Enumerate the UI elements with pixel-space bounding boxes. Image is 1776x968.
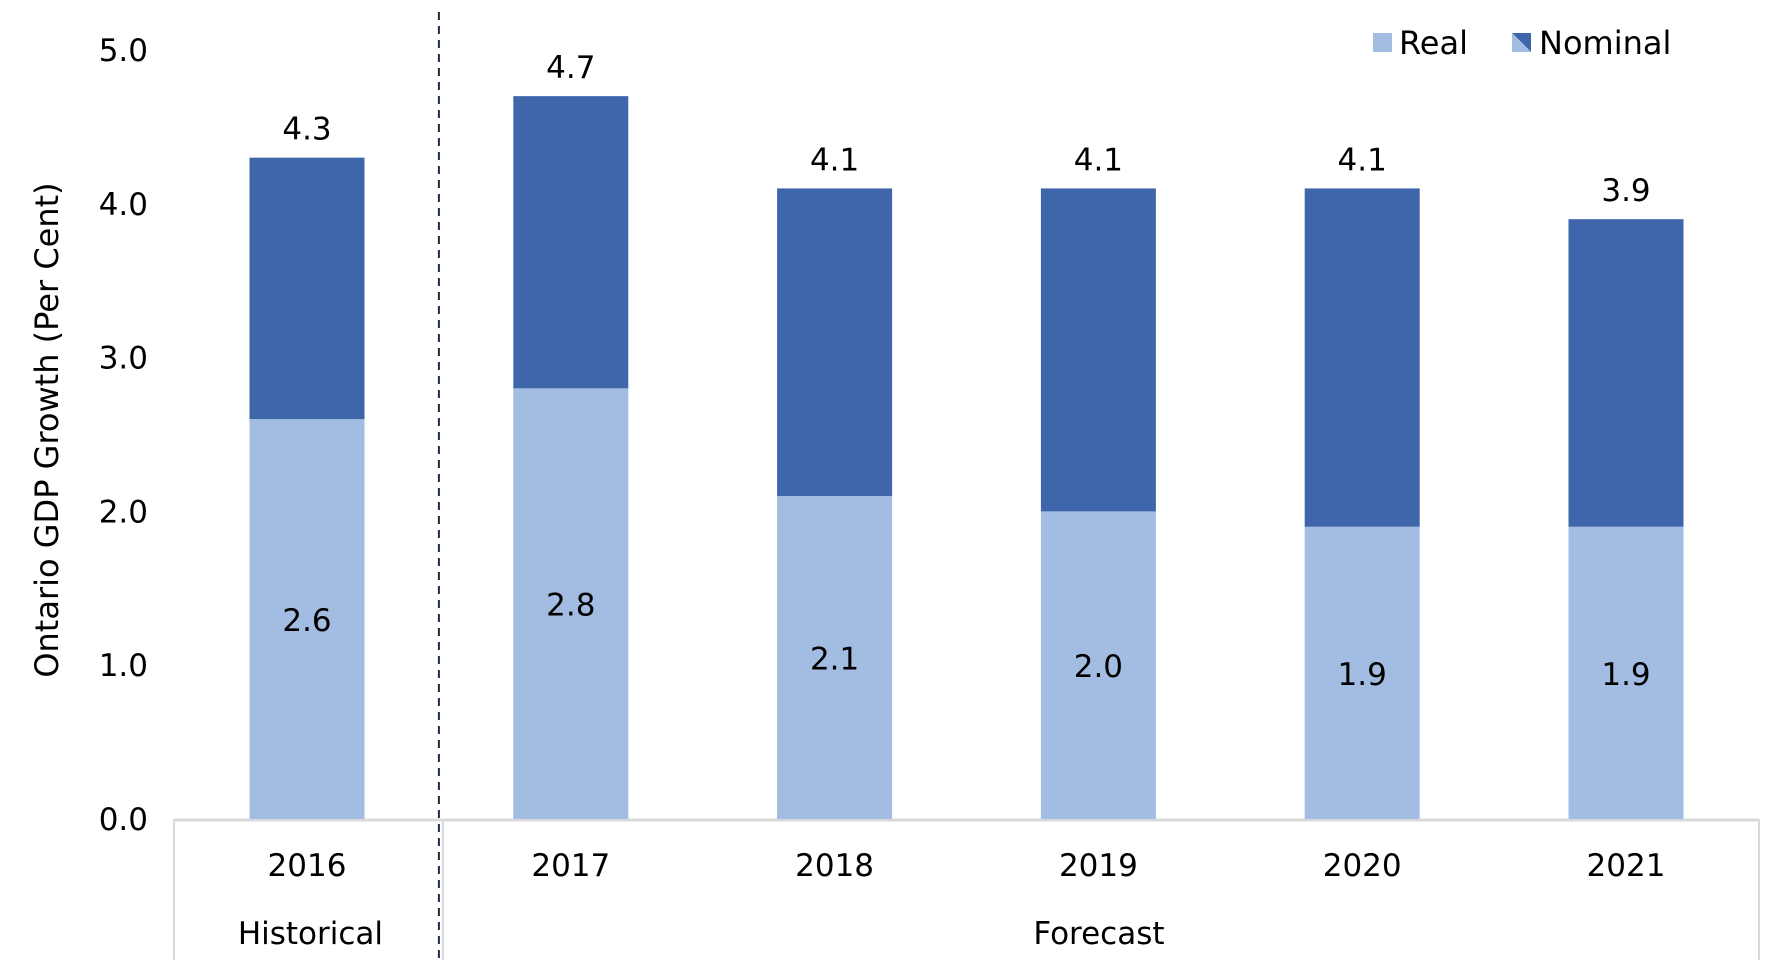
bar-real-2017 <box>513 388 629 819</box>
bar-nominal-2018 <box>777 188 893 497</box>
bar-nominal-2016 <box>249 157 365 420</box>
y-tick-label: 4.0 <box>99 187 148 223</box>
x-tick-label: 2018 <box>795 848 874 884</box>
data-label-nominal: 3.9 <box>1601 173 1650 209</box>
data-label-nominal: 4.3 <box>282 112 331 148</box>
data-label-real: 2.1 <box>810 642 859 678</box>
x-tick-label: 2021 <box>1587 848 1666 884</box>
x-tick-label: 2016 <box>268 848 347 884</box>
data-label-real: 1.9 <box>1601 657 1650 693</box>
data-label-real: 2.6 <box>282 603 331 639</box>
group-label-forecast: Forecast <box>1033 916 1164 952</box>
data-label-nominal: 4.7 <box>546 50 595 86</box>
data-label-nominal: 4.1 <box>1338 142 1387 178</box>
y-tick-label: 5.0 <box>99 33 148 69</box>
bar-real-2016 <box>249 419 365 819</box>
x-tick-label: 2017 <box>531 848 610 884</box>
legend-label-real: Real <box>1399 24 1468 62</box>
y-tick-label: 2.0 <box>99 494 148 530</box>
bar-real-2021 <box>1568 526 1684 819</box>
x-tick-label: 2019 <box>1059 848 1138 884</box>
data-label-real: 2.0 <box>1074 649 1123 685</box>
legend-swatch-real <box>1373 33 1392 52</box>
bar-nominal-2020 <box>1304 188 1420 527</box>
legend-label-nominal: Nominal <box>1539 24 1671 62</box>
y-tick-label: 0.0 <box>99 802 148 838</box>
data-label-nominal: 4.1 <box>810 142 859 178</box>
bar-nominal-2021 <box>1568 219 1684 527</box>
legend-swatch-nominal <box>1512 33 1531 52</box>
bar-real-2019 <box>1040 511 1156 819</box>
bar-nominal-2019 <box>1040 188 1156 512</box>
group-label-historical: Historical <box>238 916 383 952</box>
data-label-nominal: 4.1 <box>1074 142 1123 178</box>
y-axis-title: Ontario GDP Growth (Per Cent) <box>28 182 66 677</box>
y-tick-label: 3.0 <box>99 341 148 377</box>
legend: Real Nominal <box>1373 24 1671 62</box>
bar-real-2020 <box>1304 526 1420 819</box>
data-label-real: 2.8 <box>546 588 595 624</box>
y-tick-label: 1.0 <box>99 648 148 684</box>
bar-nominal-2017 <box>513 96 629 389</box>
bar-real-2018 <box>777 496 893 819</box>
x-tick-label: 2020 <box>1323 848 1402 884</box>
data-label-real: 1.9 <box>1338 657 1387 693</box>
